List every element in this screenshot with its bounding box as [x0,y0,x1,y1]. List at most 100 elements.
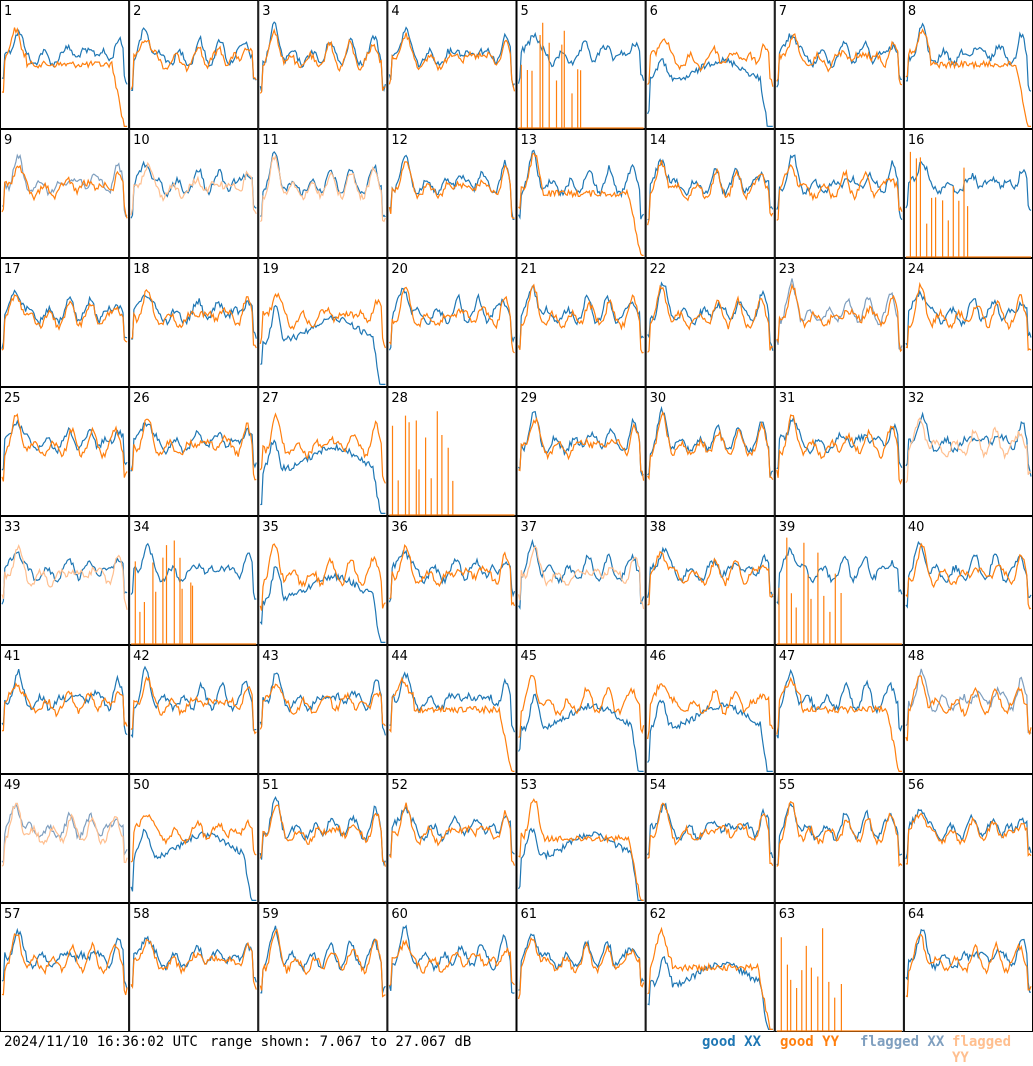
legend-good-xx: good XX [702,1034,762,1050]
panel-frame [645,129,775,258]
panel-label: 28 [391,391,408,406]
panel-frame [774,0,904,129]
series-flagged-yy [1,802,128,867]
series-good-yy [776,414,903,485]
panel-label: 37 [521,520,538,535]
panel-label: 63 [779,907,796,922]
panel-label: 8 [908,4,916,19]
series-good-yy [388,676,515,772]
panel-label: 36 [391,520,408,535]
series-good-yy [259,412,386,484]
series-good-yy [259,683,386,730]
series-good-yy [647,550,774,606]
series-good-xx [1,551,128,605]
series-good-yy [905,812,1032,865]
panel-frame [258,0,388,129]
panel-label: 27 [262,391,279,406]
series-good-xx [259,672,386,736]
panel-frame [129,903,259,1032]
series-good-xx [260,304,386,385]
panel-label: 43 [262,649,279,664]
series-good-yy [1,413,128,482]
panel-label: 11 [262,133,279,148]
panel-frame [774,903,904,1032]
series-good-yy [130,418,257,481]
series-good-yy [776,928,902,1032]
panel-44: 44 [387,645,517,774]
series-good-yy [388,161,515,220]
panel-frame [387,774,517,903]
panel-frame [903,903,1033,1032]
series-good-xx [260,439,386,514]
panel-22: 22 [645,258,775,387]
panel-frame [0,258,130,387]
series-good-yy [518,152,644,256]
series-good-yy [1,294,128,351]
panel-frame [258,129,388,258]
series-good-xx [518,285,645,350]
series-good-xx [260,925,386,994]
series-good-xx [388,287,516,351]
series-good-xx [647,281,774,351]
panel-frame [516,258,646,387]
panel-4: 4 [387,0,517,129]
panel-label: 20 [391,262,408,277]
panel-frame [774,516,904,645]
series-good-yy [1,164,128,219]
panel-7: 7 [774,0,904,129]
panel-25: 25 [0,387,130,516]
series-flagged-yy [259,154,386,223]
panel-frame [0,0,130,129]
series-good-yy [259,292,386,349]
panel-label: 12 [391,133,408,148]
panel-label: 1 [4,4,12,19]
panel-frame [0,903,130,1032]
series-good-yy [776,283,903,353]
panel-label: 5 [521,4,529,19]
panel-28: 28 [387,387,517,516]
series-good-xx [647,546,774,598]
series-good-xx [905,411,1032,477]
panel-label: 19 [262,262,279,277]
series-good-yy [1,27,128,127]
series-flagged-yy [517,545,645,610]
panel-label: 29 [521,391,538,406]
panel-62: 62 [645,903,775,1032]
panel-frame [387,516,517,645]
panel-label: 47 [779,649,796,664]
panel-label: 49 [4,778,21,793]
panel-label: 38 [650,520,667,535]
panel-label: 40 [908,520,925,535]
panel-frame [903,0,1033,129]
panel-13: 13 [516,129,646,258]
panel-frame [903,129,1033,258]
series-good-xx [517,693,644,772]
panel-49: 49 [0,774,130,903]
panel-frame [0,774,130,903]
panel-frame [774,129,904,258]
panel-label: 24 [908,262,925,277]
series-good-yy [776,537,902,645]
series-good-xx [1,289,128,349]
panel-label: 33 [4,520,21,535]
panel-label: 62 [650,907,667,922]
series-good-yy [647,683,774,740]
series-good-xx [131,935,257,987]
series-good-xx [776,546,903,606]
series-good-yy [130,813,257,863]
series-good-yy [647,926,773,1030]
panel-label: 3 [262,4,270,19]
series-good-xx [131,27,257,92]
series-good-xx [776,154,903,221]
panel-54: 54 [645,774,775,903]
panel-39: 39 [774,516,904,645]
panel-18: 18 [129,258,259,387]
panel-48: 48 [903,645,1033,774]
panel-frame [258,258,388,387]
series-good-xx [647,158,774,221]
panel-frame [516,516,646,645]
series-good-yy [388,286,515,354]
series-good-yy [905,28,1031,127]
panel-label: 41 [4,649,21,664]
panel-6: 6 [645,0,775,129]
